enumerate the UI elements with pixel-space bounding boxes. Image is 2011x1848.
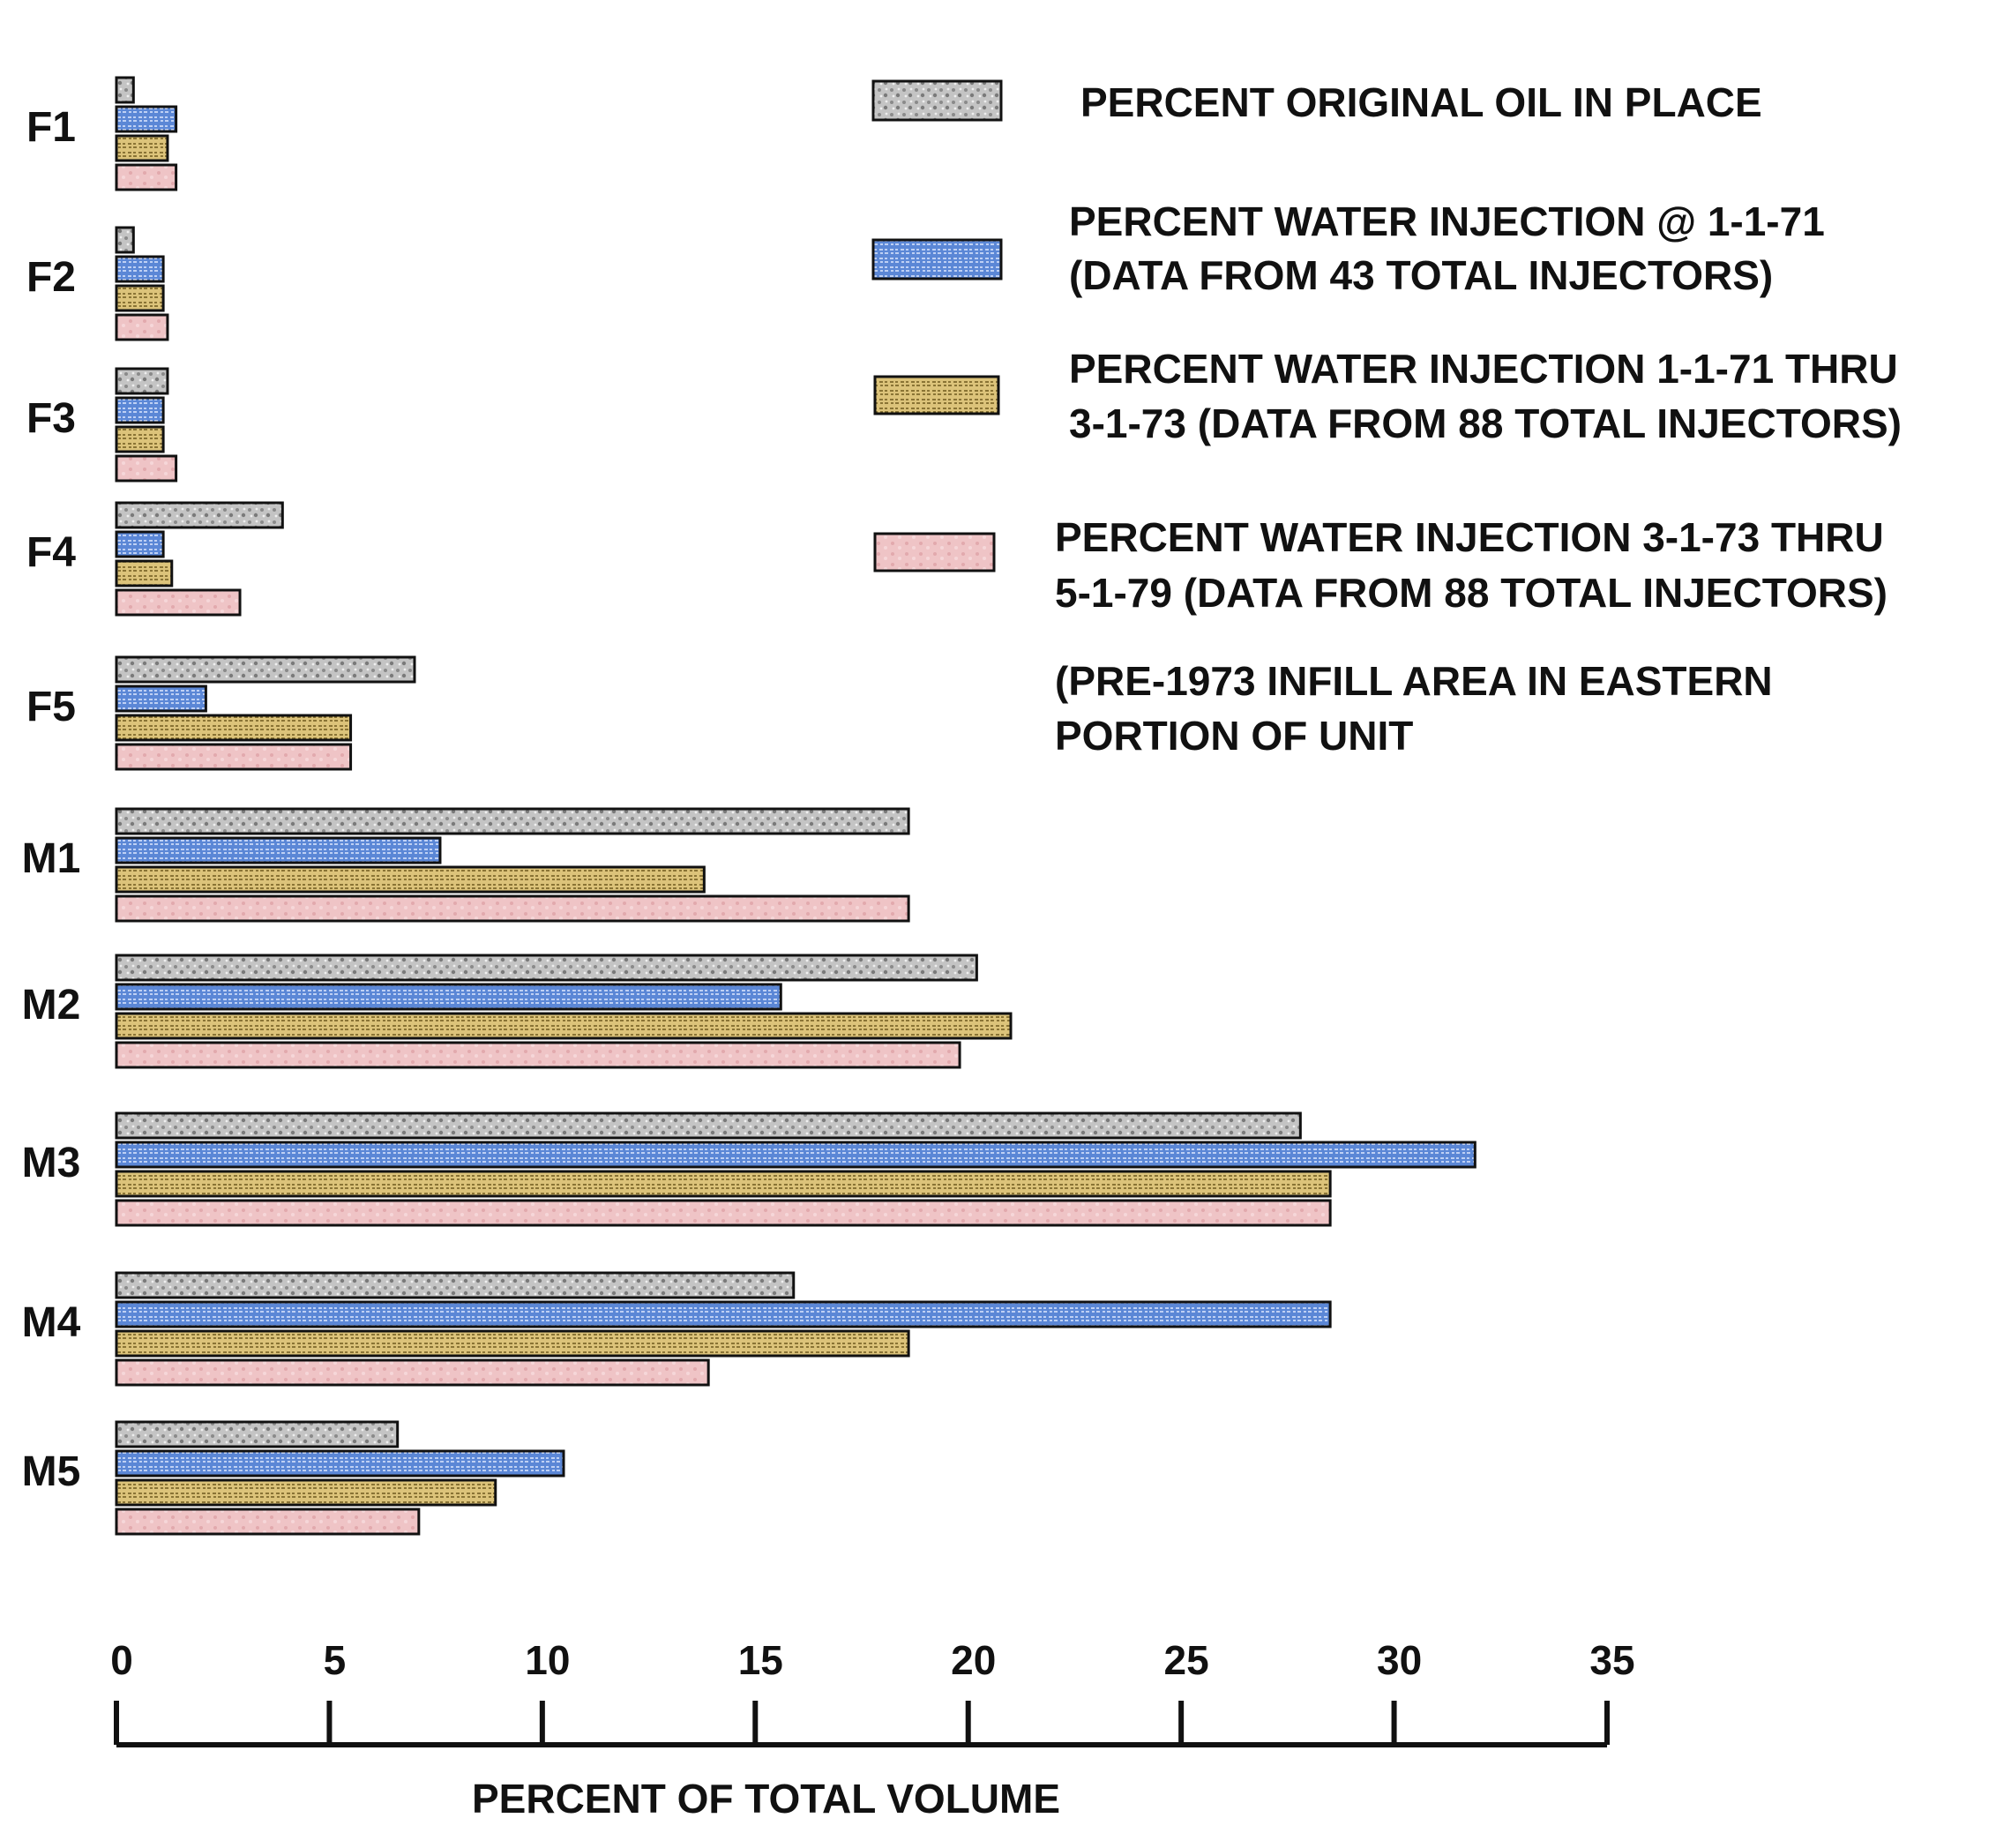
category-label-f4: F4 bbox=[26, 529, 76, 576]
x-axis-title: PERCENT OF TOTAL VOLUME bbox=[472, 1776, 1060, 1822]
bar-f3-series-1 bbox=[115, 367, 169, 395]
bar-m1-series-1 bbox=[115, 807, 910, 835]
bar-m5-series-1 bbox=[115, 1420, 400, 1448]
bar-f5-series-4 bbox=[115, 743, 353, 771]
legend-label-series-4-line-2: 5-1-79 (DATA FROM 88 TOTAL INJECTORS) bbox=[1055, 570, 1888, 616]
category-label-m4: M4 bbox=[22, 1299, 81, 1346]
bar-f2-series-4 bbox=[115, 313, 169, 341]
legend-label-series-3: PERCENT WATER INJECTION 1-1-71 THRU 3-1-7… bbox=[1069, 346, 1902, 446]
bar-m3-series-3 bbox=[115, 1170, 1332, 1198]
bar-m1-series-2 bbox=[115, 836, 442, 864]
legend-label-series-3-line-2: 3-1-73 (DATA FROM 88 TOTAL INJECTORS) bbox=[1069, 400, 1902, 446]
legend-note-line-2: PORTION OF UNIT bbox=[1055, 713, 1413, 759]
bar-f1-series-4 bbox=[115, 163, 178, 191]
bar-f1-series-3 bbox=[115, 134, 169, 162]
category-label-m1: M1 bbox=[22, 835, 81, 882]
bar-f1-series-1 bbox=[115, 76, 135, 104]
legend-label-series-2-line-2: (DATA FROM 43 TOTAL INJECTORS) bbox=[1069, 252, 1773, 298]
bar-m2-series-4 bbox=[115, 1041, 961, 1069]
x-tick-label-10: 10 bbox=[525, 1637, 570, 1683]
category-label-m5: M5 bbox=[22, 1448, 81, 1495]
bar-f2-series-3 bbox=[115, 284, 165, 312]
bar-f4-series-2 bbox=[115, 530, 165, 558]
bar-m5-series-2 bbox=[115, 1449, 565, 1478]
bar-f2-series-1 bbox=[115, 226, 135, 254]
bar-m3-series-1 bbox=[115, 1111, 1302, 1140]
bar-m3-series-2 bbox=[115, 1141, 1476, 1169]
x-tick-label-35: 35 bbox=[1589, 1637, 1634, 1683]
category-label-f3: F3 bbox=[26, 395, 76, 442]
x-tick-label-15: 15 bbox=[738, 1637, 783, 1683]
bar-f2-series-2 bbox=[115, 255, 165, 283]
legend-label-series-4-line-1: PERCENT WATER INJECTION 3-1-73 THRU bbox=[1055, 514, 1884, 560]
x-tick-label-0: 0 bbox=[110, 1637, 133, 1683]
bar-m5-series-3 bbox=[115, 1478, 497, 1507]
x-tick-label-25: 25 bbox=[1164, 1637, 1209, 1683]
legend-swatch-series-2 bbox=[871, 238, 1003, 281]
bar-f1-series-2 bbox=[115, 105, 178, 133]
category-label-f2: F2 bbox=[26, 254, 76, 301]
bar-m1-series-3 bbox=[115, 865, 706, 894]
bar-f4-series-4 bbox=[115, 588, 242, 617]
x-tick-label-5: 5 bbox=[324, 1637, 347, 1683]
bar-f3-series-2 bbox=[115, 396, 165, 424]
legend-label-series-4: PERCENT WATER INJECTION 3-1-73 THRU 5-1-7… bbox=[1055, 514, 1888, 616]
category-label-m3: M3 bbox=[22, 1140, 81, 1186]
legend-label-series-1: PERCENT ORIGINAL OIL IN PLACE bbox=[1080, 79, 1762, 125]
bar-m4-series-4 bbox=[115, 1358, 710, 1387]
x-tick-label-20: 20 bbox=[951, 1637, 996, 1683]
bar-m2-series-2 bbox=[115, 983, 782, 1011]
bar-m5-series-4 bbox=[115, 1508, 421, 1536]
x-tick-label-30: 30 bbox=[1377, 1637, 1422, 1683]
bar-f3-series-3 bbox=[115, 425, 165, 453]
bar-m4-series-3 bbox=[115, 1329, 910, 1358]
legend-label-series-1-line-1: PERCENT ORIGINAL OIL IN PLACE bbox=[1080, 79, 1762, 125]
legend-swatch-series-3 bbox=[873, 375, 1000, 415]
bar-f5-series-2 bbox=[115, 685, 207, 713]
bar-f5-series-1 bbox=[115, 655, 416, 684]
bar-f4-series-3 bbox=[115, 559, 174, 587]
legend-label-series-2: PERCENT WATER INJECTION @ 1-1-71 (DATA FR… bbox=[1069, 198, 1825, 298]
legend-label-series-3-line-1: PERCENT WATER INJECTION 1-1-71 THRU bbox=[1069, 346, 1898, 392]
x-axis-line bbox=[114, 1701, 1610, 1747]
bar-m2-series-1 bbox=[115, 954, 978, 982]
bar-f3-series-4 bbox=[115, 454, 178, 483]
legend-swatch-series-1 bbox=[871, 79, 1003, 122]
bar-m4-series-2 bbox=[115, 1300, 1332, 1328]
bar-m4-series-1 bbox=[115, 1271, 796, 1299]
category-label-f5: F5 bbox=[26, 684, 76, 730]
category-label-m2: M2 bbox=[22, 982, 81, 1029]
category-label-f1: F1 bbox=[26, 104, 76, 151]
bar-m2-series-3 bbox=[115, 1012, 1013, 1040]
legend-note: (PRE-1973 INFILL AREA IN EASTERN PORTION … bbox=[1055, 658, 1773, 759]
legend-swatch-series-4 bbox=[873, 532, 996, 572]
bar-f5-series-3 bbox=[115, 714, 353, 742]
bar-f4-series-1 bbox=[115, 501, 284, 529]
bar-m1-series-4 bbox=[115, 894, 910, 923]
bar-m3-series-4 bbox=[115, 1199, 1332, 1227]
legend-label-series-2-line-1: PERCENT WATER INJECTION @ 1-1-71 bbox=[1069, 198, 1825, 244]
legend-note-line-1: (PRE-1973 INFILL AREA IN EASTERN bbox=[1055, 658, 1773, 704]
